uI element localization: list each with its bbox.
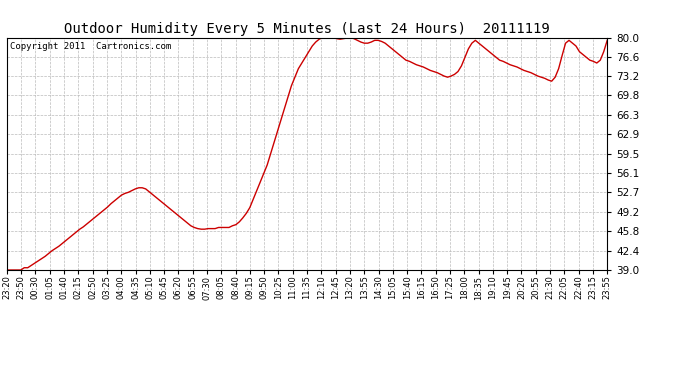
Title: Outdoor Humidity Every 5 Minutes (Last 24 Hours)  20111119: Outdoor Humidity Every 5 Minutes (Last 2… (64, 22, 550, 36)
Text: Copyright 2011  Cartronics.com: Copyright 2011 Cartronics.com (10, 42, 171, 51)
